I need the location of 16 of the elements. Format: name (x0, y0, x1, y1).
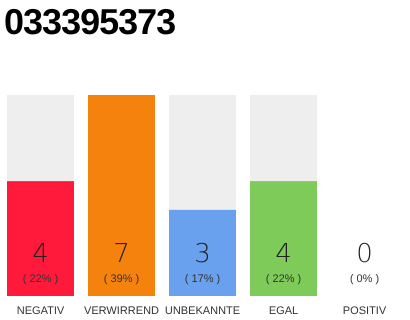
data-label: 3 (194, 239, 211, 269)
annotation: ( 39% ) (104, 273, 140, 285)
x-tick-label: POSITIV (342, 305, 387, 317)
data-label: 4 (275, 239, 292, 269)
data-label: 4 (32, 239, 49, 269)
annotation: ( 22% ) (266, 273, 302, 285)
annotation: ( 22% ) (22, 273, 58, 285)
x-tick-label: NEGATIV (16, 305, 65, 317)
annotation: ( 17% ) (184, 273, 220, 285)
data-label: 7 (113, 239, 130, 269)
chart-title: 033395373 (4, 0, 176, 44)
annotation: ( 0% ) (350, 273, 380, 285)
x-tick-label: UNBEKANNTE (164, 305, 240, 317)
x-tick-label: VERWIRREND (84, 305, 160, 317)
data-label: 0 (356, 239, 373, 269)
x-tick-label: EGAL (268, 305, 298, 317)
